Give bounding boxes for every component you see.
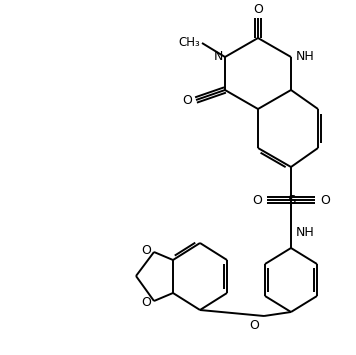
Text: N: N: [214, 49, 223, 62]
Text: O: O: [141, 295, 151, 308]
Text: O: O: [253, 3, 263, 16]
Text: NH: NH: [296, 49, 315, 62]
Text: O: O: [141, 245, 151, 257]
Text: O: O: [320, 193, 330, 207]
Text: S: S: [287, 193, 295, 207]
Text: NH: NH: [296, 226, 315, 239]
Text: O: O: [249, 319, 259, 332]
Text: O: O: [252, 193, 262, 207]
Text: O: O: [182, 93, 192, 106]
Text: CH₃: CH₃: [178, 36, 200, 49]
